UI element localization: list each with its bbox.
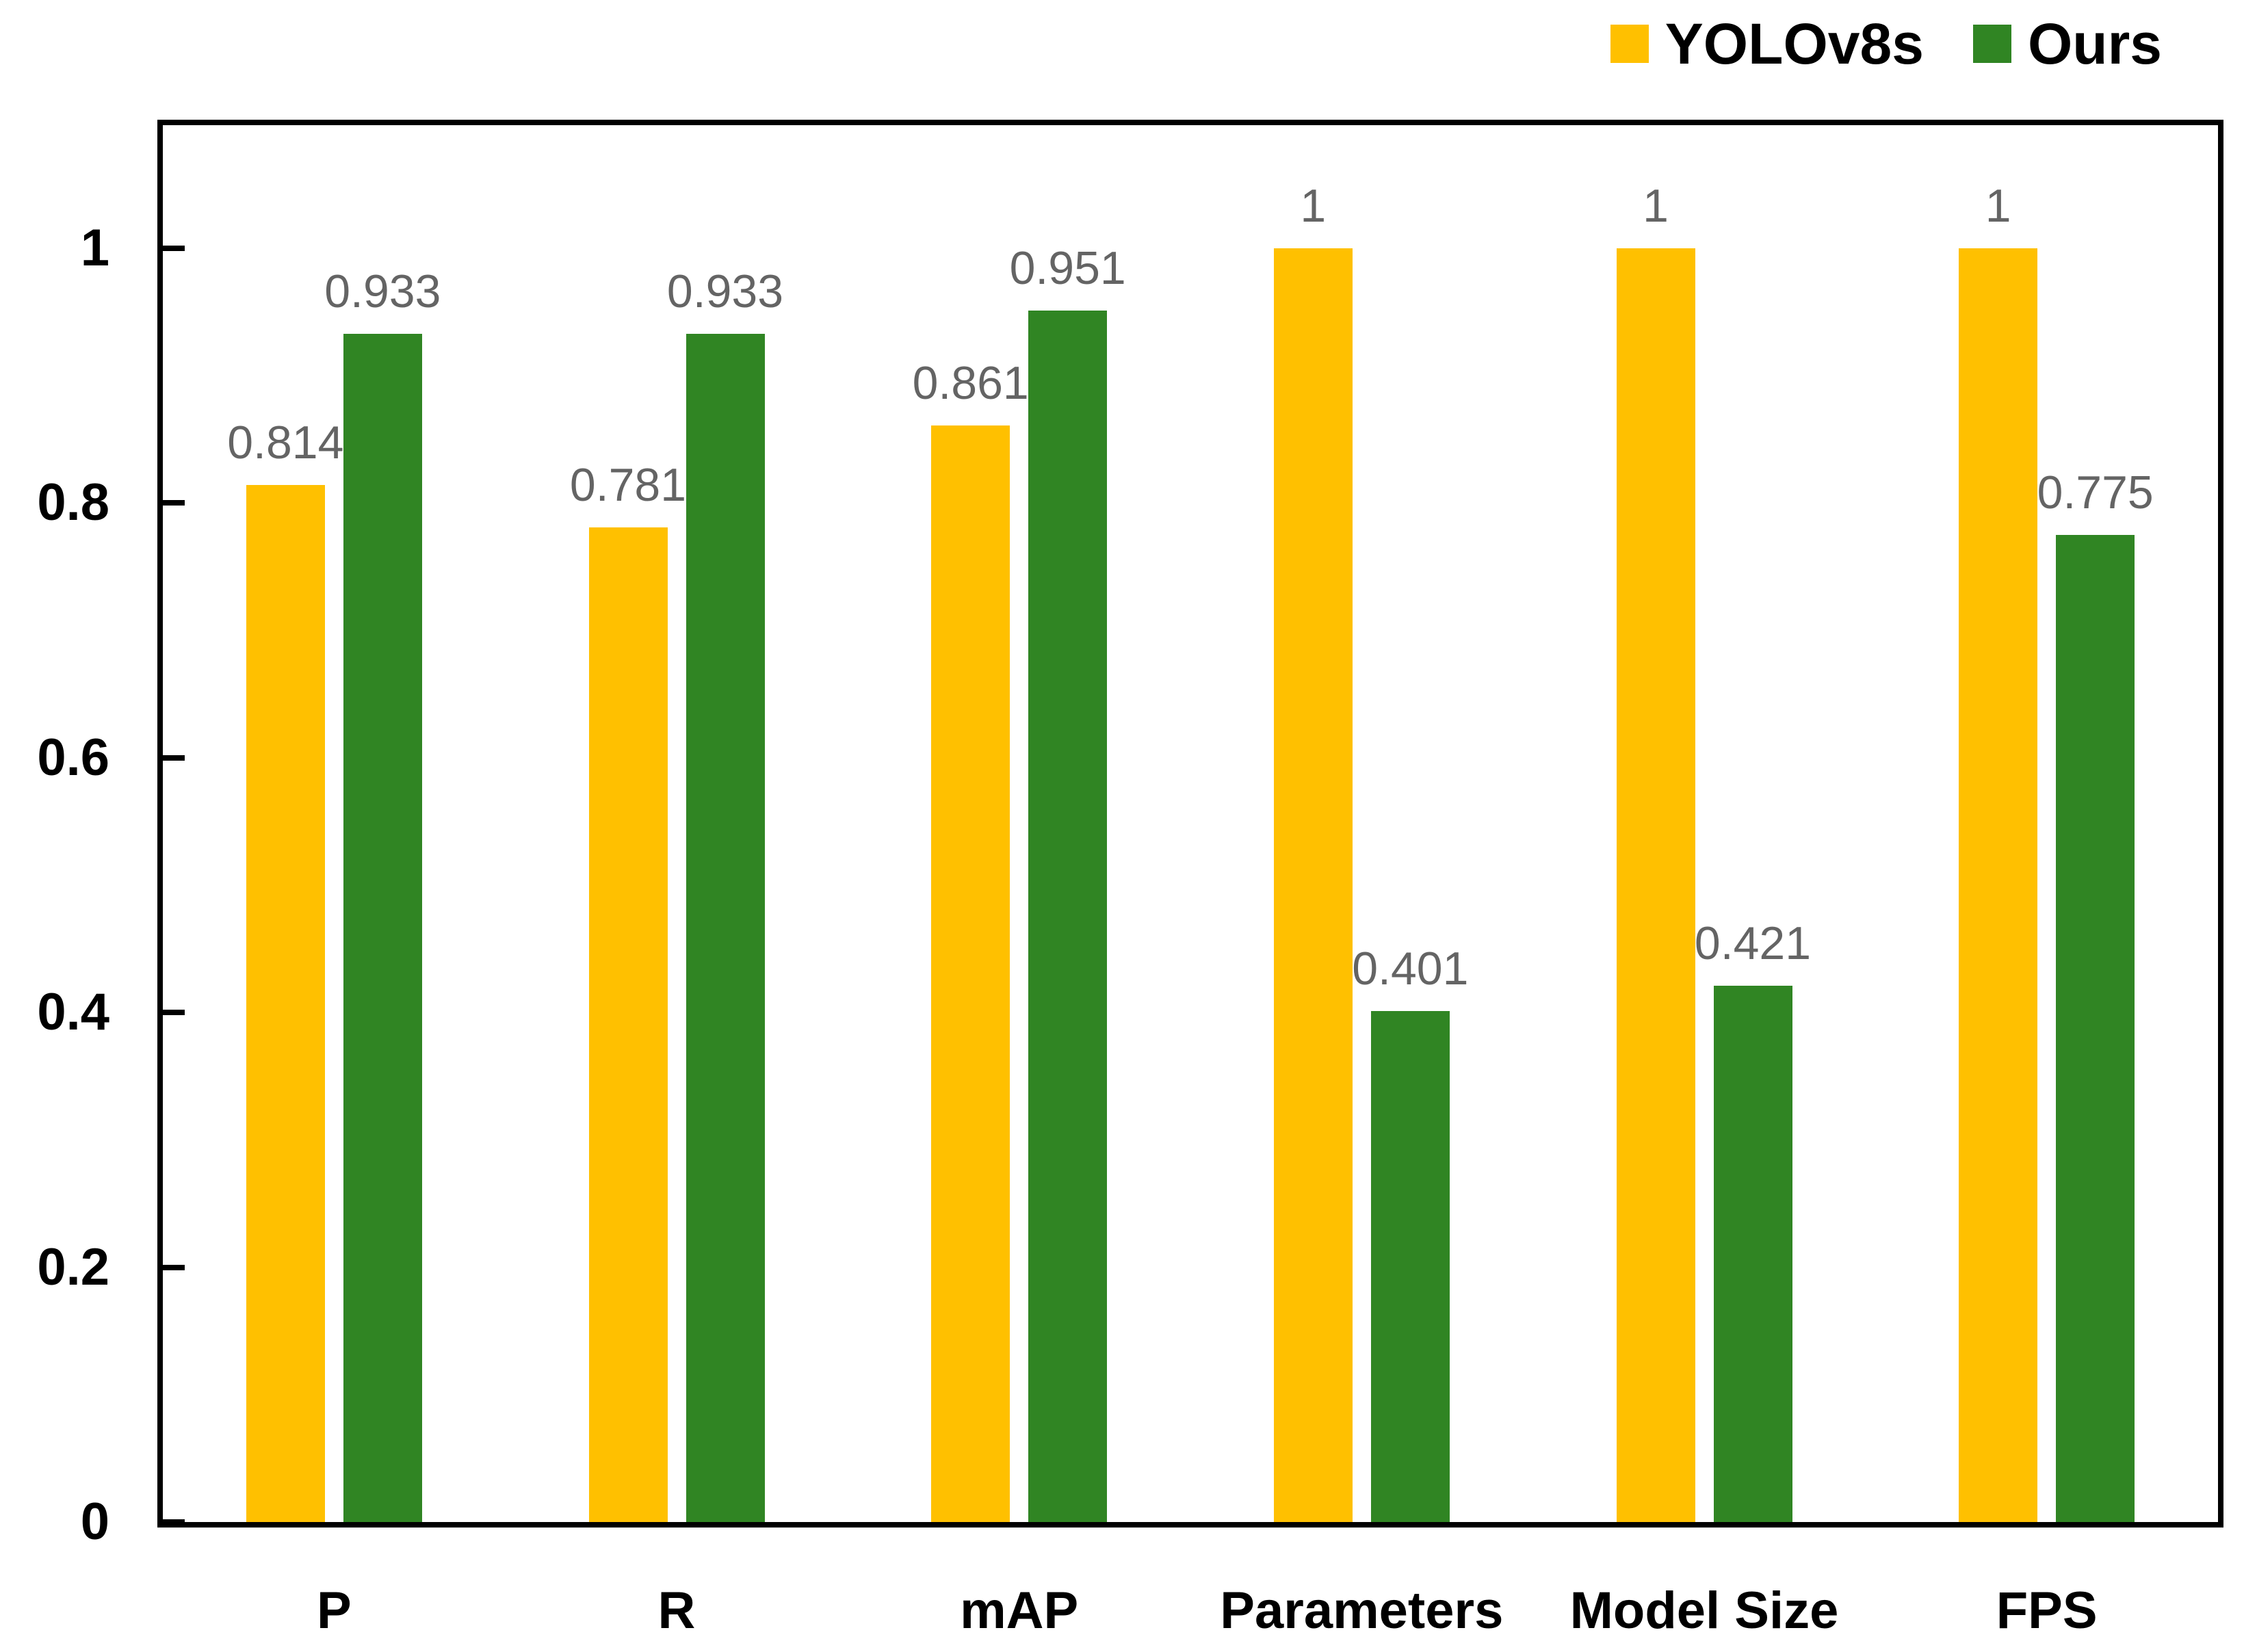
data-label-ours-p: 0.933 xyxy=(324,265,441,317)
data-label-ours-parameters: 0.401 xyxy=(1352,943,1469,995)
y-tick-label-1: 1 xyxy=(80,219,109,277)
bar-ours-fps xyxy=(2056,534,2135,1522)
bar-ours-parameters xyxy=(1370,1011,1450,1522)
y-tick-label-0: 0 xyxy=(80,1493,109,1551)
legend: YOLOv8s Ours xyxy=(1610,15,2162,73)
data-label-yolov8s-p: 0.814 xyxy=(227,417,344,469)
bar-yolov8s-p xyxy=(246,485,325,1522)
bar-yolov8s-fps xyxy=(1959,248,2038,1522)
plot-border xyxy=(157,120,2223,1528)
bar-ours-map xyxy=(1028,311,1108,1522)
bar-ours-model-size xyxy=(1713,986,1792,1522)
y-tick-mark xyxy=(163,500,185,506)
x-category-label-fps: FPS xyxy=(1996,1582,2098,1640)
bar-yolov8s-map xyxy=(931,425,1010,1522)
y-tick-mark xyxy=(163,1519,185,1525)
y-tick-label-0-8: 0.8 xyxy=(37,473,109,532)
x-category-label-model-size: Model Size xyxy=(1569,1582,1839,1640)
y-tick-mark xyxy=(163,755,185,761)
legend-label-yolov8s: YOLOv8s xyxy=(1665,12,1924,76)
y-tick-label-0-4: 0.4 xyxy=(37,983,109,1042)
bar-yolov8s-parameters xyxy=(1273,248,1353,1522)
x-category-label-r: R xyxy=(657,1582,696,1640)
legend-label-ours: Ours xyxy=(2027,12,2162,76)
y-tick-label-0-2: 0.2 xyxy=(37,1237,109,1296)
legend-swatch-yolov8s-icon xyxy=(1610,25,1649,63)
x-category-label-map: mAP xyxy=(960,1582,1079,1640)
x-category-label-p: P xyxy=(316,1582,352,1640)
bar-ours-p xyxy=(343,333,422,1522)
bar-ours-r xyxy=(686,333,765,1522)
data-label-yolov8s-fps: 1 xyxy=(1985,180,2011,232)
legend-item-ours: Ours xyxy=(1972,12,2162,76)
data-label-yolov8s-map: 0.861 xyxy=(912,356,1029,409)
data-label-yolov8s-parameters: 1 xyxy=(1300,180,1327,232)
data-label-ours-model-size: 0.421 xyxy=(1694,917,1812,970)
y-tick-mark xyxy=(163,1264,185,1270)
legend-item-yolov8s: YOLOv8s xyxy=(1610,15,1924,73)
data-label-ours-r: 0.933 xyxy=(666,265,784,317)
y-tick-mark xyxy=(163,246,185,251)
y-tick-mark xyxy=(163,1010,185,1016)
legend-swatch-ours-icon xyxy=(1972,25,2011,63)
data-label-yolov8s-model-size: 1 xyxy=(1643,180,1669,232)
data-label-yolov8s-r: 0.781 xyxy=(569,458,687,511)
data-label-ours-fps: 0.775 xyxy=(2037,466,2154,519)
data-label-ours-map: 0.951 xyxy=(1009,242,1126,295)
bar-yolov8s-model-size xyxy=(1616,248,1695,1522)
y-tick-label-0-6: 0.6 xyxy=(37,728,109,787)
x-category-label-parameters: Parameters xyxy=(1220,1582,1504,1640)
bar-yolov8s-r xyxy=(588,527,668,1522)
